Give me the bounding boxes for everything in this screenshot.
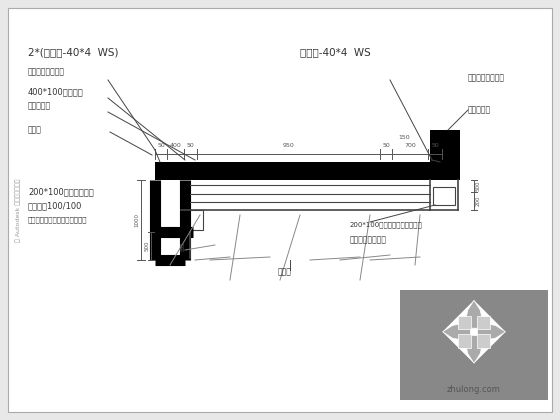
Bar — [433, 187, 455, 205]
Text: 888: 888 — [180, 241, 185, 251]
Text: 垂直引上至机房层: 垂直引上至机房层 — [350, 236, 387, 244]
Text: 50: 50 — [157, 143, 165, 148]
Bar — [458, 334, 472, 348]
Bar — [430, 130, 460, 180]
Text: 垂直引上至机房层: 垂直引上至机房层 — [468, 74, 505, 82]
Text: 200*100弱电金属桥架垂直引上: 200*100弱电金属桥架垂直引上 — [350, 222, 423, 228]
Polygon shape — [444, 301, 505, 362]
Text: 50: 50 — [382, 143, 390, 148]
Polygon shape — [464, 300, 484, 328]
Bar — [186, 210, 203, 230]
Text: 强电井: 强电井 — [28, 126, 42, 134]
Text: 700: 700 — [404, 143, 416, 148]
Polygon shape — [442, 322, 470, 342]
Text: 400: 400 — [170, 143, 181, 148]
Bar — [400, 290, 548, 400]
Text: 950: 950 — [283, 143, 295, 148]
Text: 住户计量笼与为分器在上部安置: 住户计量笼与为分器在上部安置 — [28, 217, 87, 223]
Text: 住户出线管: 住户出线管 — [28, 102, 51, 110]
Text: 200*100金属防火桥架: 200*100金属防火桥架 — [28, 187, 94, 197]
Text: 150: 150 — [398, 135, 410, 140]
Text: 2*(热镀锌-40*4  WS): 2*(热镀锌-40*4 WS) — [28, 47, 119, 57]
Text: 由 Autodesk 教育版产品制作: 由 Autodesk 教育版产品制作 — [15, 178, 21, 242]
Text: 400*100金属桥架: 400*100金属桥架 — [28, 87, 84, 97]
Text: 500: 500 — [145, 241, 150, 251]
Text: 同加横板100/100: 同加横板100/100 — [28, 202, 82, 210]
Text: 50: 50 — [431, 143, 439, 148]
Bar — [477, 334, 491, 348]
Text: 50: 50 — [186, 143, 194, 148]
Bar — [458, 315, 472, 329]
Text: 弱电设备区: 弱电设备区 — [468, 105, 491, 115]
Text: 1000: 1000 — [134, 213, 139, 227]
Bar — [155, 162, 460, 180]
Text: zhulong.com: zhulong.com — [447, 384, 501, 394]
Text: 热镀锌-40*4  WS: 热镀锌-40*4 WS — [300, 47, 371, 57]
Text: 500: 500 — [476, 181, 481, 191]
Text: 弱电井: 弱电井 — [278, 268, 292, 276]
Polygon shape — [464, 336, 484, 363]
Text: 200: 200 — [476, 196, 481, 206]
Polygon shape — [478, 322, 506, 342]
Text: 垂直引上至机房层: 垂直引上至机房层 — [28, 68, 65, 76]
Bar — [477, 315, 491, 329]
